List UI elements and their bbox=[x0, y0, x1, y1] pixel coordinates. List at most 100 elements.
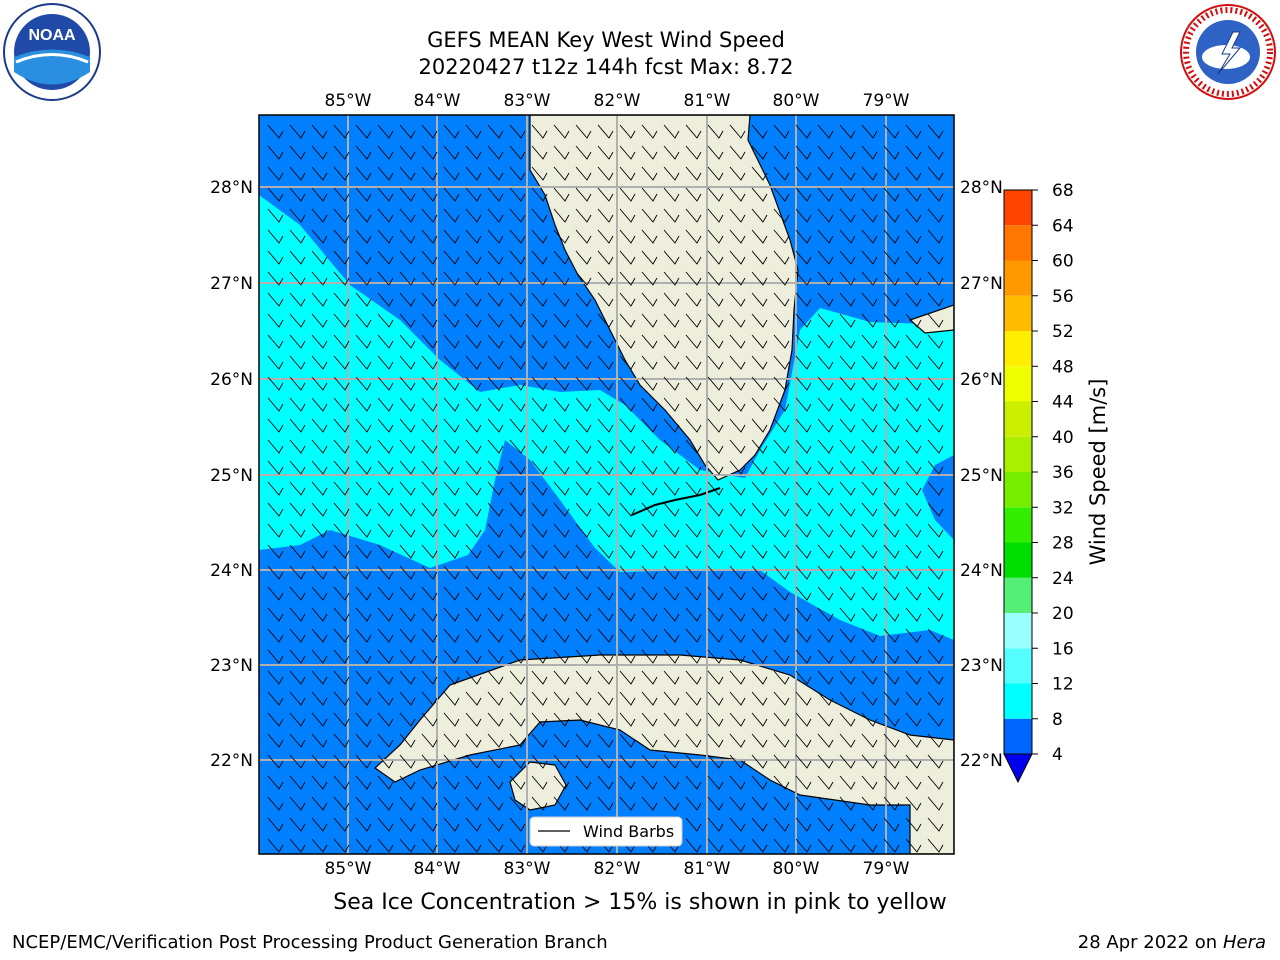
wind-barb bbox=[311, 523, 328, 538]
wind-barb bbox=[509, 796, 526, 811]
wind-barb bbox=[861, 691, 878, 706]
wind-barb bbox=[751, 796, 768, 811]
wind-barb bbox=[641, 334, 658, 349]
wind-barb bbox=[751, 187, 768, 202]
wind-barb bbox=[597, 355, 614, 370]
wind-barb bbox=[267, 523, 284, 538]
wind-barb bbox=[685, 817, 702, 832]
wind-barb bbox=[553, 670, 570, 685]
wind-barb bbox=[817, 355, 834, 370]
wind-barb bbox=[443, 208, 460, 223]
wind-barb bbox=[707, 649, 724, 664]
wind-barb bbox=[377, 712, 394, 727]
colorbar-tick-label: 8 bbox=[1052, 710, 1063, 730]
wind-barb bbox=[773, 145, 790, 160]
wind-barb bbox=[311, 649, 328, 664]
wind-barb bbox=[773, 754, 790, 769]
wind-barb bbox=[927, 670, 944, 685]
wind-barb bbox=[465, 250, 482, 265]
wind-barb bbox=[289, 733, 306, 748]
wind-barb bbox=[267, 250, 284, 265]
wind-barb bbox=[377, 292, 394, 307]
wind-barb bbox=[553, 334, 570, 349]
wind-barb bbox=[355, 754, 372, 769]
wind-barb bbox=[399, 376, 416, 391]
wind-barb bbox=[487, 271, 504, 286]
wind-barb bbox=[509, 187, 526, 202]
wind-barb bbox=[927, 775, 944, 790]
wind-barb bbox=[333, 187, 350, 202]
wind-barb bbox=[927, 796, 944, 811]
wind-barb bbox=[619, 334, 636, 349]
wind-barb bbox=[443, 691, 460, 706]
wind-barb bbox=[509, 292, 526, 307]
wind-barb bbox=[663, 754, 680, 769]
wind-barb bbox=[619, 775, 636, 790]
land-isla-juventud bbox=[509, 761, 567, 811]
wind-barb bbox=[443, 628, 460, 643]
wind-barb bbox=[377, 817, 394, 832]
wind-barb-legend: Wind Barbs bbox=[529, 816, 683, 847]
wind-barb bbox=[531, 187, 548, 202]
lat-label: 22°N bbox=[960, 751, 1003, 771]
wind-barb bbox=[795, 649, 812, 664]
wind-barb bbox=[377, 838, 394, 853]
wind-barb bbox=[399, 292, 416, 307]
wind-barb bbox=[311, 544, 328, 559]
wind-barb bbox=[905, 544, 922, 559]
wind-barb bbox=[509, 712, 526, 727]
wind-barb bbox=[773, 565, 790, 580]
wind-barb bbox=[707, 271, 724, 286]
wind-barb bbox=[861, 733, 878, 748]
wind-barb bbox=[311, 628, 328, 643]
colorbar-label: Wind Speed [m/s] bbox=[1086, 379, 1110, 566]
wind-barb bbox=[509, 418, 526, 433]
wind-barb bbox=[355, 691, 372, 706]
wind-barb bbox=[377, 670, 394, 685]
wind-barb bbox=[663, 418, 680, 433]
wind-barb bbox=[927, 376, 944, 391]
wind-barb bbox=[839, 187, 856, 202]
wind-barb bbox=[839, 523, 856, 538]
wind-barb bbox=[619, 229, 636, 244]
wind-barb bbox=[707, 250, 724, 265]
wind-barb bbox=[465, 649, 482, 664]
wind-barb bbox=[729, 796, 746, 811]
wind-barb bbox=[311, 187, 328, 202]
wind-barb bbox=[839, 670, 856, 685]
wind-barb bbox=[927, 481, 944, 496]
wind-barb bbox=[619, 313, 636, 328]
wind-barb bbox=[267, 229, 284, 244]
wind-barb bbox=[311, 481, 328, 496]
wind-barb bbox=[377, 523, 394, 538]
wind-barb bbox=[707, 229, 724, 244]
lat-label: 24°N bbox=[960, 561, 1003, 581]
wind-barb bbox=[619, 208, 636, 223]
wind-barb bbox=[927, 691, 944, 706]
wind-barb bbox=[817, 229, 834, 244]
wind-barb bbox=[729, 670, 746, 685]
wind-barb bbox=[355, 544, 372, 559]
wind-barb bbox=[883, 376, 900, 391]
wind-barb bbox=[399, 502, 416, 517]
wind-barb bbox=[553, 712, 570, 727]
wind-barb bbox=[289, 187, 306, 202]
lon-label: 81°W bbox=[684, 91, 731, 111]
wind-barb bbox=[509, 439, 526, 454]
wind-barb bbox=[421, 145, 438, 160]
wind-barb bbox=[619, 439, 636, 454]
wind-barb bbox=[751, 607, 768, 622]
wind-barb bbox=[663, 250, 680, 265]
wind-barb bbox=[553, 649, 570, 664]
wind-barb bbox=[883, 523, 900, 538]
wind-barb bbox=[663, 544, 680, 559]
wind-barb bbox=[355, 523, 372, 538]
wind-barb bbox=[905, 250, 922, 265]
wind-barb bbox=[421, 838, 438, 853]
wind-barb bbox=[531, 544, 548, 559]
wind-barb bbox=[641, 586, 658, 601]
wind-barb bbox=[729, 649, 746, 664]
wind-barb bbox=[267, 292, 284, 307]
colorbar-tick-label: 52 bbox=[1052, 322, 1074, 342]
wind-barb bbox=[399, 712, 416, 727]
